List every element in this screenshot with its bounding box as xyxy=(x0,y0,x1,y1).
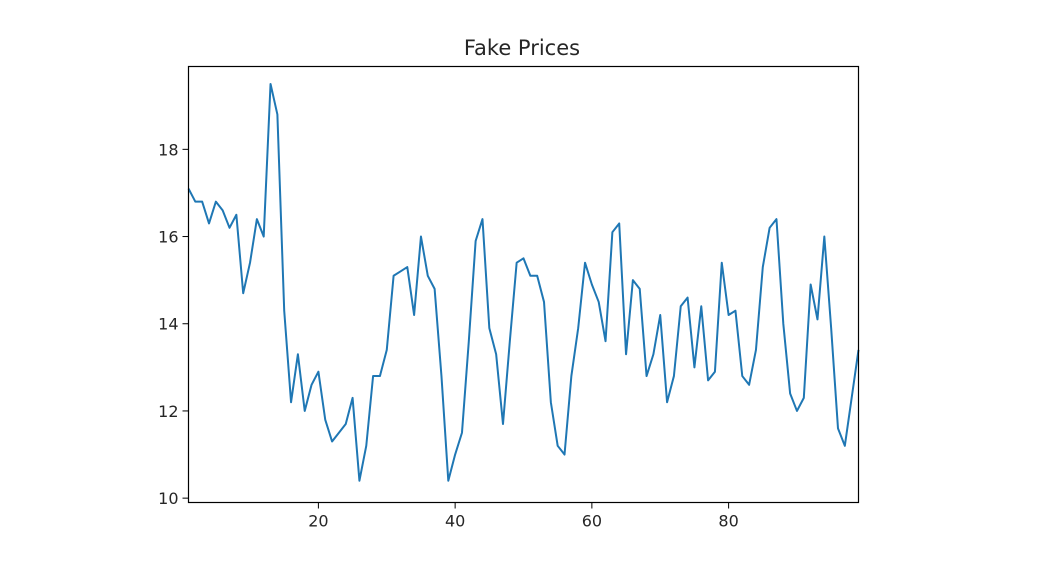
y-tick-label: 14 xyxy=(158,315,178,334)
x-axis: 20 40 60 80 xyxy=(308,502,739,531)
x-tick-label: 60 xyxy=(582,512,602,531)
plot-area xyxy=(187,82,860,482)
series-line-0 xyxy=(187,82,860,482)
x-tick-label: 40 xyxy=(445,512,465,531)
x-tick-label: 80 xyxy=(718,512,738,531)
y-tick-label: 10 xyxy=(158,489,178,508)
y-tick-label: 16 xyxy=(158,228,178,247)
y-tick-label: 12 xyxy=(158,402,178,421)
plot-frame xyxy=(187,65,860,504)
y-tick-label: 18 xyxy=(158,140,178,159)
chart-title: Fake Prices xyxy=(464,36,580,60)
x-tick-label: 20 xyxy=(308,512,328,531)
y-axis: 10 12 14 16 18 xyxy=(158,140,189,508)
